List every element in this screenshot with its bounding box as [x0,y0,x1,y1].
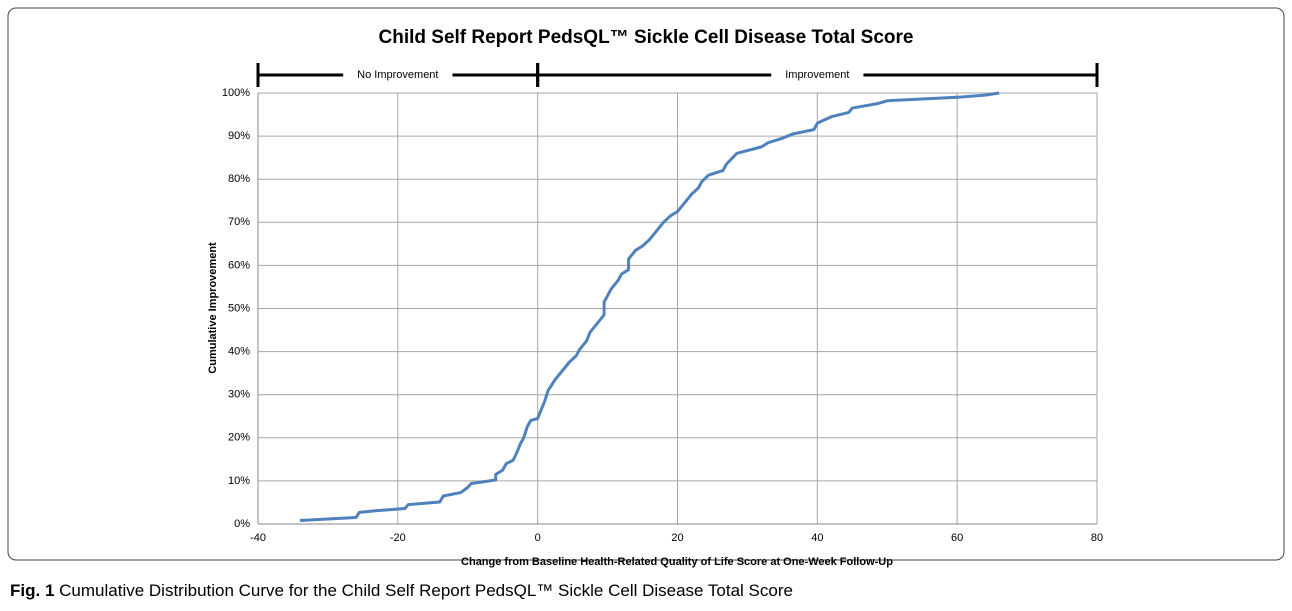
y-tick-label: 90% [228,130,250,142]
caption-text: Cumulative Distribution Curve for the Ch… [59,581,793,600]
x-tick-label: 60 [951,532,963,544]
chart-title: Child Self Report PedsQL™ Sickle Cell Di… [379,27,914,48]
y-tick-label: 40% [228,346,250,358]
annotation: No Improvement [357,69,438,81]
x-tick-label: 0 [535,532,541,544]
x-axis-label: Change from Baseline Health-Related Qual… [461,556,893,568]
y-tick-label: 20% [228,432,250,444]
annotation: Improvement [785,69,849,81]
annotation-bg [343,67,453,83]
x-tick-label: 80 [1091,532,1103,544]
x-tick-label: 20 [671,532,683,544]
data-line [299,91,1000,523]
y-tick-label: 70% [228,216,250,228]
caption-label: Fig. 1 [10,581,54,600]
y-tick-label: 80% [228,173,250,185]
figure-frame [7,7,1285,561]
y-tick-label: 30% [228,389,250,401]
y-tick-label: 60% [228,259,250,271]
x-tick-label: 40 [811,532,823,544]
x-tick-label: -40 [250,532,266,544]
caption: Fig. 1 Cumulative Distribution Curve for… [10,581,793,600]
y-tick-label: 10% [228,475,250,487]
x-tick-label: -20 [390,532,406,544]
y-tick-label: 100% [222,87,250,99]
annotation-bg [771,67,864,83]
y-tick-label: 0% [234,518,250,530]
y-tick-label: 50% [228,302,250,314]
y-axis-label: Cumulative Improvement [207,242,219,374]
